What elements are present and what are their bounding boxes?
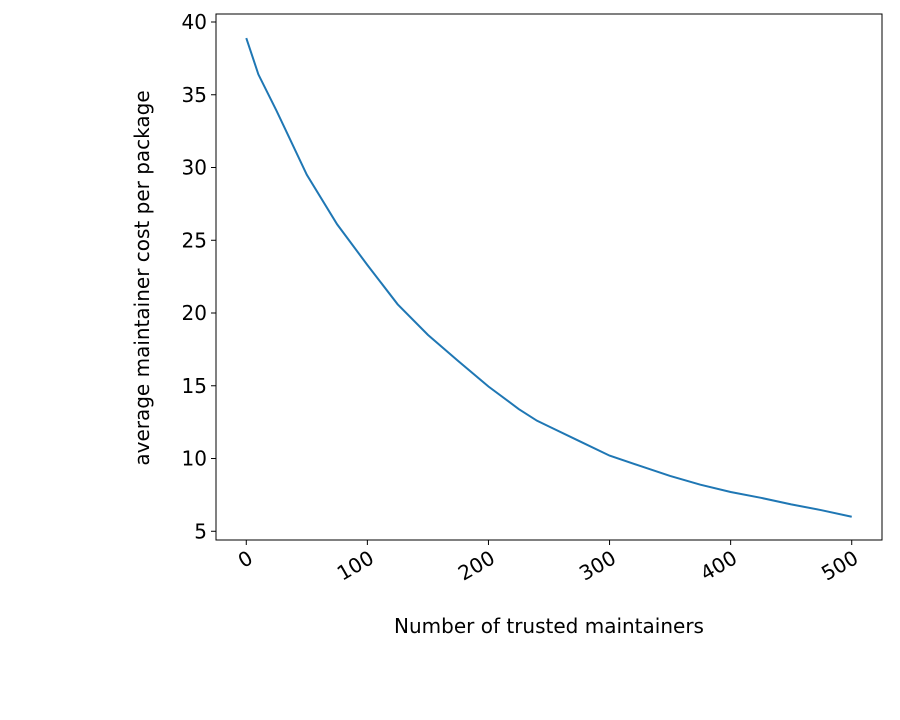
x-tick-label: 0 — [234, 546, 257, 573]
y-tick-label: 35 — [182, 83, 207, 107]
y-tick-label: 20 — [182, 301, 207, 325]
y-tick-label: 5 — [194, 519, 207, 543]
line — [245, 37, 852, 518]
y-tick-label: 40 — [182, 10, 207, 34]
x-tick-label: 300 — [575, 546, 620, 586]
x-axis-label: Number of trusted maintainers — [394, 614, 704, 638]
plot-frame — [215, 13, 883, 541]
y-tick-label: 30 — [182, 156, 207, 180]
y-axis-label: average maintainer cost per package — [130, 90, 154, 465]
x-tick-label: 200 — [454, 546, 499, 586]
y-tick-label: 15 — [182, 374, 207, 398]
y-tick-label: 25 — [182, 228, 207, 252]
x-tick-label: 100 — [333, 546, 378, 586]
x-tick-label: 500 — [817, 546, 862, 586]
y-tick-label: 10 — [182, 447, 207, 471]
x-tick-label: 400 — [696, 546, 741, 586]
